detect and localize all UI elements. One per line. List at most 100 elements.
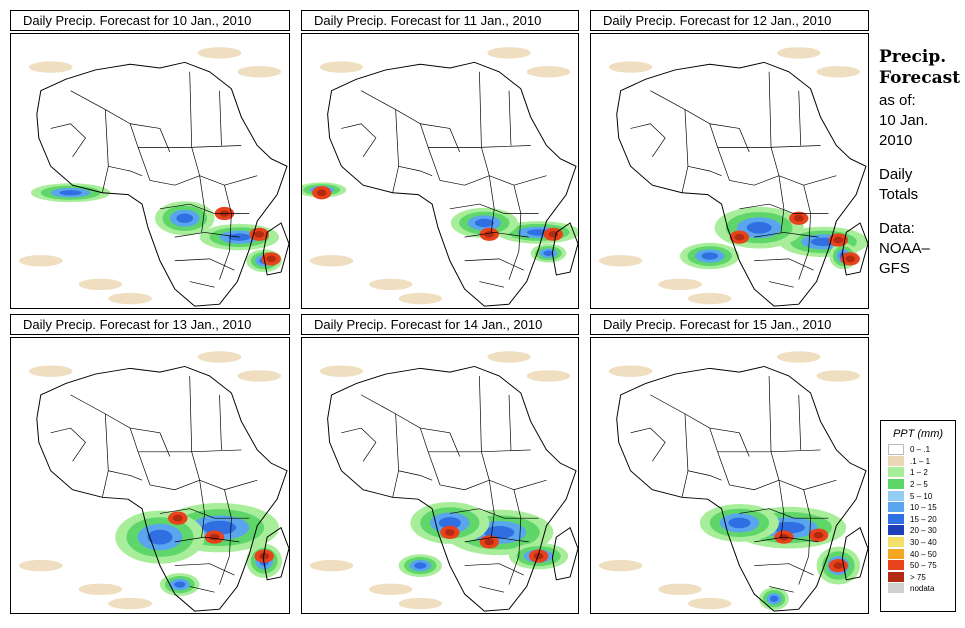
precip-map [10,337,290,614]
precip-area [608,61,653,73]
country-border [159,203,250,214]
madagascar-outline [551,526,578,581]
panel-title: Daily Precip. Forecast for 15 Jan., 2010 [590,314,869,335]
precip-area [438,517,461,529]
heavy-precip-cell [209,533,220,541]
legend-label: 30 – 40 [910,538,937,548]
precip-area [598,559,643,572]
precip-area [197,47,242,59]
precip-area [176,213,194,224]
legend-swatch [888,560,904,572]
precip-area [369,583,413,595]
map-svg [302,47,578,307]
precip-area [59,190,82,196]
country-border [709,427,750,457]
precip-area [526,66,571,78]
madagascar-outline [841,526,868,581]
country-border [798,489,811,585]
country-border [428,449,531,453]
precip-area [608,365,653,377]
country-border [108,470,143,481]
precip-map [301,337,579,614]
totals-label: Daily [879,166,913,183]
country-border [778,175,785,233]
country-border [508,394,512,450]
country-border [159,508,250,519]
map-svg [309,351,578,612]
country-border [479,586,505,593]
precip-area [228,233,251,241]
madagascar-outline [841,222,868,276]
data-source: NOAA– [879,240,930,257]
precip-area [237,370,282,382]
heavy-precip-cell [254,230,265,238]
panel-title: Daily Precip. Forecast for 13 Jan., 2010 [10,314,290,335]
country-border [630,427,666,462]
country-border [479,71,490,176]
country-border [341,427,377,462]
country-border [508,185,522,280]
country-border [50,427,86,462]
country-border [687,165,722,177]
precip-area [319,365,364,377]
country-border [439,479,547,491]
country-border [174,536,240,543]
totals-label: Totals [879,186,919,203]
precip-area [776,351,821,363]
legend-swatch [888,571,904,583]
legend-item: 0 – .1 [888,444,955,456]
country-border [189,281,215,288]
country-border [108,165,143,177]
precip-area [598,255,643,267]
country-border [341,123,377,158]
map-svg [598,47,868,307]
country-border [392,109,399,193]
country-border [798,394,802,450]
country-border [681,413,689,498]
country-border [449,508,539,519]
country-border [754,258,814,271]
heavy-precip-cell [445,529,455,536]
madagascar-outline [262,222,289,276]
precip-area [701,252,719,260]
country-border [138,449,242,453]
country-border [189,71,200,176]
country-border [360,394,441,486]
country-border [70,394,151,486]
legend-swatch [888,479,904,491]
country-border [739,203,829,214]
asof-label: as of: [879,92,916,109]
precip-area [147,529,173,545]
precip-area [816,370,861,382]
country-border [439,175,547,186]
legend-item: 30 – 40 [888,537,955,549]
precip-area [728,517,751,529]
legend-item: 15 – 20 [888,513,955,526]
country-border [798,185,811,280]
precip-area [398,292,442,305]
precip-area [309,255,354,267]
precip-area [746,221,772,234]
coastline [327,365,577,612]
country-border [729,479,837,491]
heavy-precip-cell [172,514,183,522]
country-border [449,203,539,214]
legend-label: 1 – 2 [910,468,928,478]
country-border [768,281,794,288]
map-svg [598,351,868,612]
heavy-precip-cell [266,255,276,263]
legend-swatch [888,490,904,502]
precip-map [590,33,869,309]
heavy-precip-cell [813,531,824,539]
country-border [50,123,86,158]
data-source: GFS [879,260,910,277]
heavy-precip-cell [259,552,270,560]
heavy-precip-cell [533,552,544,560]
country-border [798,90,802,146]
heavy-precip-cell [833,236,844,244]
country-border [508,489,522,585]
legend-item: 20 – 30 [888,525,955,537]
precip-area [816,66,861,78]
panel-title: Daily Precip. Forecast for 14 Jan., 2010 [301,314,579,335]
country-border [428,145,531,148]
